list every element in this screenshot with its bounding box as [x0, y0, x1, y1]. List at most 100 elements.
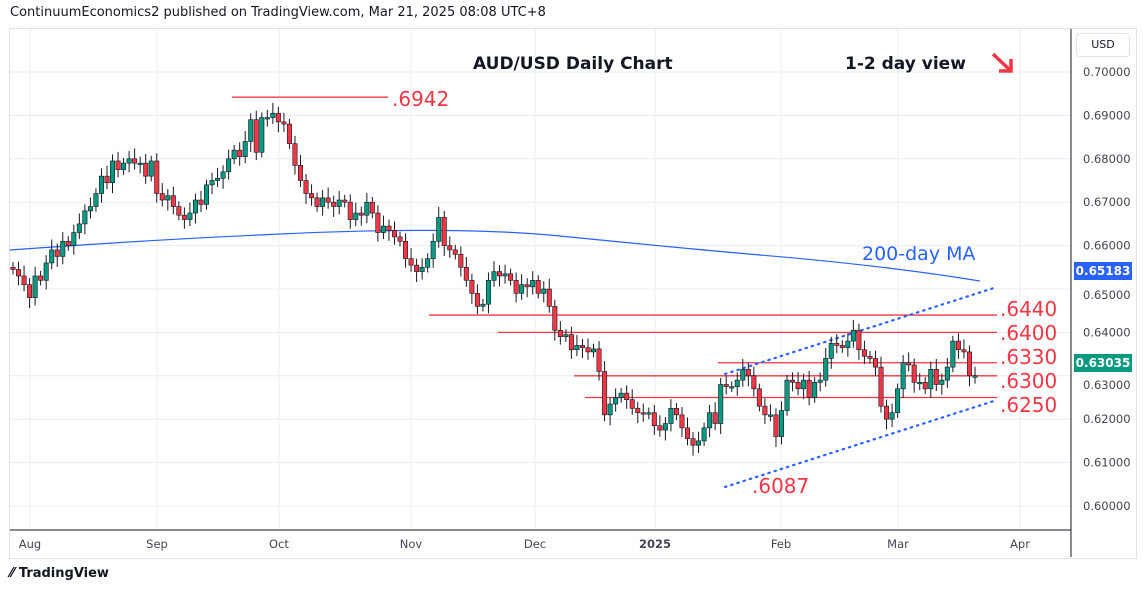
candle-body	[629, 399, 635, 409]
candle	[624, 385, 630, 409]
candle	[253, 110, 259, 161]
candle-body	[314, 197, 320, 207]
candle-body	[579, 345, 585, 348]
tradingview-logo[interactable]: ⁄⁄ TradingView	[10, 566, 109, 581]
candle	[696, 431, 702, 454]
candle	[491, 261, 497, 287]
candle-body	[143, 162, 149, 177]
candle	[369, 196, 375, 219]
candle	[778, 401, 784, 445]
candle-body	[596, 348, 602, 372]
candle	[154, 153, 160, 203]
y-tick-label: 0.61000	[1083, 456, 1131, 470]
candle-body	[762, 405, 768, 416]
candle-body	[635, 408, 641, 413]
candle	[309, 184, 315, 206]
candle-body	[148, 160, 154, 177]
candle	[850, 319, 856, 348]
candle	[801, 373, 807, 400]
candle	[546, 278, 552, 313]
candle	[541, 281, 547, 303]
candle	[557, 321, 563, 345]
candle	[60, 232, 66, 265]
chart-subtitle: 1-2 day view	[845, 54, 966, 74]
candle-body	[115, 160, 121, 170]
candle-body	[701, 427, 707, 442]
candle	[502, 264, 508, 284]
candle	[480, 298, 486, 312]
candle	[275, 106, 281, 133]
candle-body	[944, 366, 950, 381]
candle-body	[485, 280, 491, 305]
candle-body	[292, 143, 298, 166]
candle	[900, 354, 906, 398]
candle	[524, 278, 530, 298]
candle-body	[286, 123, 292, 144]
candle-body	[391, 230, 397, 238]
candle	[16, 261, 22, 286]
candle	[745, 362, 751, 387]
candle-body	[425, 258, 431, 268]
candle-body	[563, 334, 569, 338]
candle-body	[71, 232, 77, 246]
candle	[878, 356, 884, 413]
candle-body	[98, 175, 104, 194]
candle-body	[469, 280, 475, 294]
candle	[165, 189, 171, 211]
candle	[231, 144, 237, 165]
candle	[270, 102, 276, 125]
candle	[204, 179, 210, 210]
candle-body	[209, 180, 215, 186]
candle-body	[878, 366, 884, 407]
candle	[314, 192, 320, 212]
candle	[248, 113, 254, 152]
candle-body	[474, 293, 480, 307]
candle	[447, 236, 453, 258]
candle	[226, 149, 232, 180]
candle-body	[110, 160, 116, 183]
candle-body	[458, 253, 464, 268]
candle-body	[132, 158, 138, 164]
y-tick-label: 0.68000	[1083, 152, 1131, 166]
candle	[607, 397, 613, 426]
candle	[27, 278, 33, 309]
candle	[751, 366, 757, 397]
candle-body	[734, 379, 740, 387]
candle-body	[497, 271, 503, 277]
candle-body	[336, 199, 342, 207]
candle-body	[823, 358, 829, 381]
candle-body	[839, 345, 845, 348]
y-tick-label: 0.67000	[1083, 195, 1131, 209]
candle	[49, 239, 55, 270]
candle-body	[773, 414, 779, 437]
candle-body	[403, 240, 409, 259]
candle	[198, 190, 204, 213]
candle	[137, 156, 143, 174]
candle	[21, 265, 27, 292]
ma-price-tag: 0.65183	[1074, 262, 1132, 280]
candle-body	[226, 158, 232, 173]
candle	[38, 270, 44, 286]
candle	[707, 404, 713, 437]
candle	[966, 345, 972, 387]
candle-body	[707, 412, 713, 429]
candle	[867, 351, 873, 364]
candle	[93, 188, 99, 212]
candle-body	[231, 149, 237, 160]
currency-button[interactable]: USD	[1076, 33, 1130, 57]
candle-body	[480, 303, 486, 307]
candle	[181, 207, 187, 229]
candle-body	[137, 162, 143, 165]
candle-body	[756, 388, 762, 407]
candle	[126, 150, 132, 173]
candle-body	[325, 197, 331, 203]
candle-body	[21, 275, 27, 285]
candle-body	[331, 201, 337, 207]
candle	[906, 352, 912, 372]
candle	[54, 243, 60, 267]
candle-body	[347, 201, 353, 220]
last-price-tag: 0.63035	[1074, 354, 1132, 372]
candle	[187, 202, 193, 227]
candle-body	[933, 368, 939, 385]
